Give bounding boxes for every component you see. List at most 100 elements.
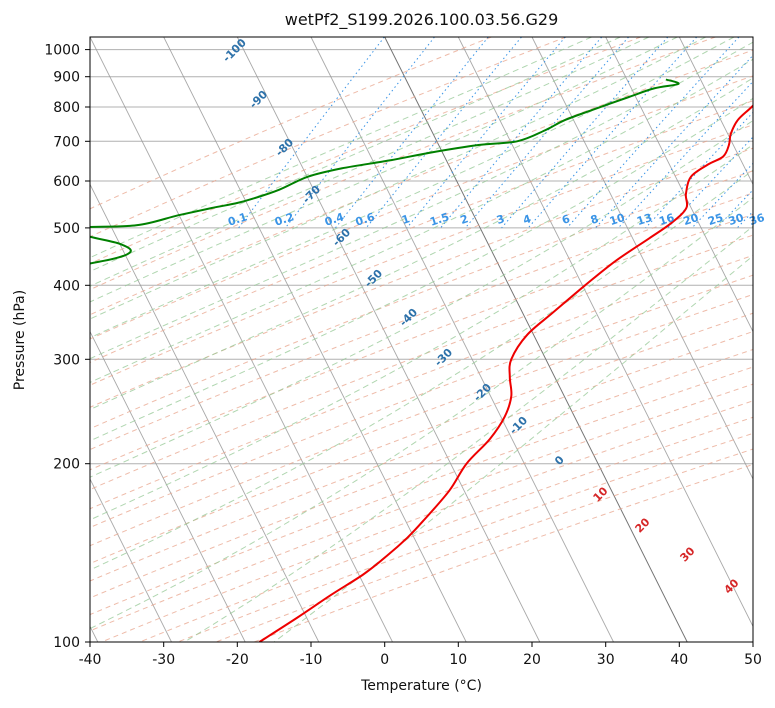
mixing-ratio-line: [465, 37, 629, 229]
y-tick-label: 400: [53, 278, 80, 294]
mixing-ratio-line: [716, 189, 753, 229]
x-axis-label: Temperature (°C): [361, 678, 482, 694]
dry-adiabat-line: [90, 331, 753, 582]
y-tick-label: 200: [53, 457, 80, 473]
mixing-ratio-line: [667, 136, 753, 229]
mixing-ratio-label: 25: [706, 211, 725, 228]
x-tick-label: -20: [226, 652, 249, 668]
temperature-trace: [258, 104, 753, 642]
mixing-ratio-line: [365, 37, 522, 229]
mixing-ratio-label: 8: [589, 212, 600, 227]
mixing-ratio-line: [691, 162, 753, 229]
x-tick-label: 50: [744, 652, 762, 668]
mixing-ratio-line: [527, 37, 698, 229]
mixing-ratio-label: 0.4: [323, 210, 346, 228]
mixing-ratio-label: 0.6: [354, 210, 377, 228]
dry-adiabat-label: -100: [220, 36, 249, 65]
dry-adiabat-label: -90: [247, 88, 270, 111]
dry-adiabat-label: -20: [471, 381, 494, 404]
dry-adiabat-label: -30: [432, 346, 455, 369]
mixing-ratio-label: 0.1: [226, 210, 249, 228]
moist-adiabat-line: [90, 169, 753, 571]
mixing-ratio-label: 0.2: [273, 210, 296, 228]
dry-adiabat-line: [90, 49, 753, 316]
dry-adiabat-line: [90, 234, 753, 491]
mixing-ratio-label: 1.5: [428, 210, 451, 228]
isotherm-line: [0, 37, 24, 642]
x-tick-label: 30: [597, 652, 615, 668]
isotherm-line: [90, 477, 172, 642]
isotherm-line: [752, 37, 753, 39]
mixing-ratio-line: [758, 37, 775, 228]
y-tick-label: 1000: [44, 43, 80, 59]
moist-adiabat-label: 40: [722, 576, 742, 596]
moist-adiabat-line: [90, 97, 753, 442]
dry-adiabat-line: [90, 147, 753, 408]
dry-adiabat-line: [90, 312, 753, 565]
mixing-ratio-label: 13: [635, 211, 654, 228]
mixing-ratio-label: 2: [459, 212, 470, 227]
dry-adiabat-line: [90, 366, 753, 616]
y-tick-label: 100: [53, 635, 80, 651]
isotherm-line: [605, 37, 753, 333]
dry-adiabat-label: -40: [397, 306, 420, 329]
x-tick-label: 10: [449, 652, 467, 668]
dry-adiabat-line: [90, 37, 492, 210]
y-tick-label: 600: [53, 174, 80, 190]
mixing-ratio-label: 20: [682, 211, 701, 228]
mixing-ratio-label: 10: [608, 211, 627, 228]
x-tick-label: 40: [670, 652, 688, 668]
dry-adiabat-label: -10: [507, 414, 530, 437]
moist-adiabat-line: [90, 37, 735, 339]
mixing-ratio-line: [617, 80, 753, 229]
moist-adiabat-line: [90, 77, 753, 411]
dry-adiabat-line: [90, 213, 753, 471]
x-tick-label: -30: [152, 652, 175, 668]
dry-adiabat-label: -50: [362, 267, 385, 290]
dry-adiabat-line: [90, 192, 753, 451]
moist-adiabat-label: 30: [678, 544, 698, 564]
plot-frame: [89, 36, 754, 643]
y-tick-label: 300: [53, 352, 80, 368]
y-tick-label: 900: [53, 70, 80, 86]
x-tick-label: -10: [300, 652, 323, 668]
dry-adiabat-line: [90, 37, 716, 291]
dry-adiabat-line: [90, 383, 753, 632]
moist-adiabat-line: [273, 255, 753, 642]
dry-adiabat-line: [90, 37, 567, 238]
moist-adiabat-line: [90, 37, 706, 320]
moist-adiabat-label: 20: [633, 515, 653, 535]
dry-adiabat-line: [90, 293, 753, 547]
dry-adiabat-line: [90, 274, 753, 529]
dry-adiabat-line: [90, 254, 753, 510]
mixing-ratio-line: [285, 37, 435, 229]
x-tick-label: 20: [523, 652, 541, 668]
x-tick-label: 0: [380, 652, 389, 668]
moist-adiabat-line: [184, 225, 753, 642]
mixing-ratio-label: 16: [657, 211, 676, 228]
dry-adiabat-line: [90, 348, 753, 599]
moist-adiabat-line: [90, 37, 592, 259]
zero-isotherm-line: [384, 37, 688, 642]
moist-adiabat-line: [90, 37, 650, 287]
dry-adiabat-line: [177, 432, 753, 642]
moist-adiabat-line: [90, 197, 753, 630]
y-tick-label: 500: [53, 221, 80, 237]
dry-adiabat-label: 0: [552, 453, 567, 468]
dry-adiabat-line: [101, 400, 753, 642]
mixing-ratio-line: [645, 111, 753, 229]
moist-adiabat-line: [90, 144, 753, 521]
isotherm-line: [90, 183, 320, 642]
dry-adiabat-line: [254, 463, 753, 642]
mixing-ratio-line: [595, 54, 753, 229]
dry-adiabat-line: [90, 37, 641, 265]
mixing-ratio-line: [406, 37, 566, 229]
mixing-ratio-line: [440, 37, 603, 229]
chart-title: wetPf2_S199.2026.100.03.56.G29: [284, 10, 559, 29]
mixing-ratio-line: [501, 37, 669, 229]
mixing-ratio-label: 6: [560, 212, 572, 227]
dry-adiabat-line: [90, 75, 753, 340]
dry-adiabat-line: [90, 100, 753, 364]
isotherm-line: [457, 37, 753, 628]
